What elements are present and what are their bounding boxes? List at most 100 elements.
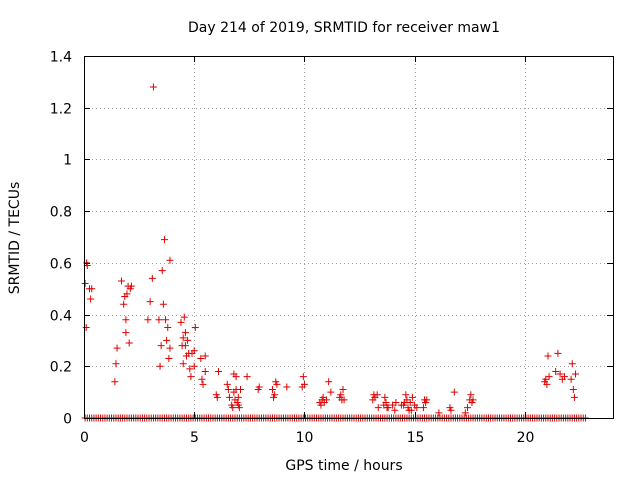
- data-point: [545, 373, 553, 381]
- data-point: [225, 393, 233, 401]
- data-point: [322, 396, 330, 404]
- data-point: [236, 386, 244, 394]
- data-point: [568, 360, 576, 368]
- data-point: [187, 373, 195, 381]
- data-point: [166, 256, 174, 264]
- data-point: [271, 391, 279, 399]
- data-point: [406, 398, 414, 406]
- data-point: [214, 367, 222, 375]
- data-point: [283, 383, 291, 391]
- data-point: [223, 380, 231, 388]
- data-point: [224, 386, 232, 394]
- data-point: [543, 380, 551, 388]
- data-point: [268, 386, 276, 394]
- data-point: [234, 393, 242, 401]
- x-tick-label: 10: [296, 430, 314, 446]
- y-tick-label: 0.8: [50, 205, 72, 221]
- data-point: [384, 404, 392, 412]
- x-tick-label: 15: [407, 430, 425, 446]
- data-point: [148, 274, 156, 282]
- y-axis-label: SRMTID / TECUs: [7, 182, 23, 295]
- data-point: [556, 370, 564, 378]
- data-point: [117, 277, 125, 285]
- data-point: [435, 409, 443, 417]
- data-point: [544, 352, 552, 360]
- data-point: [158, 267, 166, 275]
- data-point: [82, 324, 90, 331]
- data-point: [179, 360, 187, 368]
- data-point: [552, 367, 560, 375]
- data-point: [81, 280, 89, 288]
- data-point: [179, 334, 187, 342]
- data-point: [232, 373, 240, 381]
- data-point: [111, 378, 119, 386]
- data-point: [273, 380, 281, 388]
- data-point: [159, 300, 167, 308]
- data-point: [408, 393, 416, 401]
- data-point: [162, 316, 170, 324]
- y-tick-label: 1.4: [50, 50, 72, 66]
- data-point: [157, 342, 165, 350]
- data-point: [413, 404, 421, 412]
- data-point: [407, 406, 415, 414]
- data-point: [450, 388, 458, 396]
- data-point: [120, 300, 128, 308]
- data-point: [201, 367, 209, 375]
- data-point: [374, 404, 382, 412]
- data-point: [447, 406, 455, 414]
- grid-lines: [84, 56, 613, 418]
- data-point: [198, 375, 206, 383]
- data-point: [337, 391, 345, 399]
- data-point: [392, 398, 400, 406]
- data-point: [155, 316, 163, 324]
- data-point: [229, 404, 237, 412]
- data-point: [243, 373, 251, 381]
- data-point: [201, 352, 209, 360]
- data-point: [235, 404, 243, 412]
- data-point: [186, 365, 194, 373]
- data-point: [122, 329, 130, 337]
- data-markers: [81, 83, 589, 422]
- data-point: [381, 393, 389, 401]
- axes: 0 5 10 15 20 0 0.2 0.4 0.6 0.8 1 1.2 1.4: [50, 50, 613, 446]
- data-point: [197, 355, 205, 363]
- data-point: [382, 398, 390, 406]
- data-point: [177, 318, 185, 326]
- data-point: [213, 393, 221, 401]
- y-tick-label: 0: [63, 412, 72, 428]
- data-point: [180, 313, 188, 321]
- data-point: [423, 396, 431, 404]
- x-axis-label: GPS time / hours: [285, 458, 402, 474]
- data-point: [165, 355, 173, 363]
- data-point: [88, 285, 96, 293]
- data-point: [166, 344, 174, 352]
- data-point: [572, 370, 580, 378]
- data-point: [190, 362, 198, 370]
- data-point: [461, 409, 469, 417]
- data-point: [127, 282, 135, 290]
- data-point: [561, 373, 569, 381]
- data-point: [567, 375, 575, 383]
- data-point: [554, 349, 562, 357]
- data-point: [146, 298, 154, 306]
- data-point: [156, 362, 164, 370]
- y-tick-label: 1: [63, 153, 72, 169]
- data-point: [149, 83, 157, 91]
- data-point: [391, 406, 399, 414]
- data-point: [181, 342, 189, 350]
- data-point: [184, 336, 192, 344]
- data-point: [112, 360, 120, 368]
- y-tick-label: 0.2: [50, 360, 72, 376]
- data-point: [327, 388, 335, 396]
- data-point: [569, 386, 577, 394]
- data-point: [125, 339, 133, 347]
- chart-title: Day 214 of 2019, SRMTID for receiver maw…: [188, 20, 500, 36]
- y-tick-label: 0.4: [50, 309, 72, 325]
- data-point: [299, 373, 307, 381]
- data-point: [87, 295, 95, 303]
- data-point: [373, 391, 381, 399]
- data-point: [469, 396, 477, 404]
- x-tick-label: 20: [517, 430, 535, 446]
- data-point: [402, 391, 410, 399]
